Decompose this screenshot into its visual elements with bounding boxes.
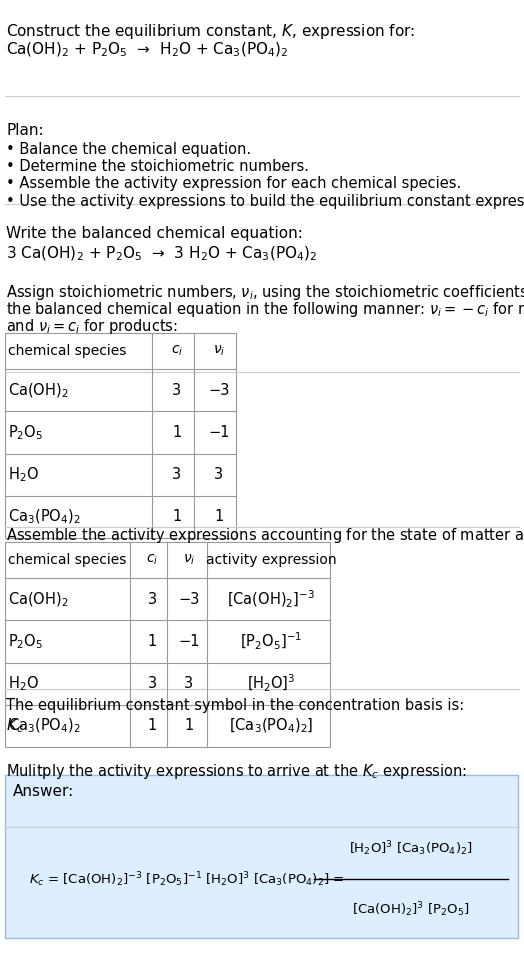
Text: 3: 3: [184, 676, 193, 691]
Text: [P$_2$O$_5$]$^{-1}$: [P$_2$O$_5$]$^{-1}$: [240, 631, 302, 652]
Text: 1: 1: [184, 718, 193, 734]
Text: activity expression: activity expression: [206, 553, 336, 567]
Text: 3: 3: [148, 676, 157, 691]
Text: 1: 1: [148, 634, 157, 649]
Text: Write the balanced chemical equation:: Write the balanced chemical equation:: [6, 226, 303, 242]
Text: Assign stoichiometric numbers, $\nu_i$, using the stoichiometric coefficients, $: Assign stoichiometric numbers, $\nu_i$, …: [6, 283, 524, 302]
Text: Ca$_3$(PO$_4$)$_2$: Ca$_3$(PO$_4$)$_2$: [8, 716, 81, 736]
Text: 3 Ca(OH)$_2$ + P$_2$O$_5$  →  3 H$_2$O + Ca$_3$(PO$_4$)$_2$: 3 Ca(OH)$_2$ + P$_2$O$_5$ → 3 H$_2$O + C…: [6, 245, 318, 263]
Text: [Ca$_3$(PO$_4$)$_2$]: [Ca$_3$(PO$_4$)$_2$]: [229, 716, 313, 736]
Text: −1: −1: [178, 634, 200, 649]
Text: −1: −1: [208, 425, 230, 440]
Text: P$_2$O$_5$: P$_2$O$_5$: [8, 632, 43, 651]
Text: −3: −3: [178, 592, 200, 607]
Text: Ca(OH)$_2$: Ca(OH)$_2$: [8, 590, 69, 609]
Text: Plan:: Plan:: [6, 123, 44, 138]
Text: $K_c$: $K_c$: [6, 716, 24, 735]
Text: Ca(OH)$_2$ + P$_2$O$_5$  →  H$_2$O + Ca$_3$(PO$_4$)$_2$: Ca(OH)$_2$ + P$_2$O$_5$ → H$_2$O + Ca$_3…: [6, 40, 289, 58]
Text: Construct the equilibrium constant, $K$, expression for:: Construct the equilibrium constant, $K$,…: [6, 22, 416, 41]
Text: 3: 3: [172, 467, 181, 482]
Text: 1: 1: [214, 509, 223, 525]
Text: $c_i$: $c_i$: [146, 552, 158, 568]
Text: • Determine the stoichiometric numbers.: • Determine the stoichiometric numbers.: [6, 159, 309, 175]
Text: Ca(OH)$_2$: Ca(OH)$_2$: [8, 381, 69, 400]
Text: the balanced chemical equation in the following manner: $\nu_i = -c_i$ for react: the balanced chemical equation in the fo…: [6, 300, 524, 319]
Text: 3: 3: [172, 383, 181, 398]
Text: The equilibrium constant symbol in the concentration basis is:: The equilibrium constant symbol in the c…: [6, 698, 465, 713]
Text: Mulitply the activity expressions to arrive at the $K_c$ expression:: Mulitply the activity expressions to arr…: [6, 762, 467, 782]
Text: chemical species: chemical species: [8, 553, 126, 567]
Text: −3: −3: [208, 383, 230, 398]
Text: 1: 1: [148, 718, 157, 734]
Text: Answer:: Answer:: [13, 784, 74, 800]
Text: $\nu_i$: $\nu_i$: [183, 552, 195, 568]
Text: [H$_2$O]$^3$ [Ca$_3$(PO$_4$)$_2$]: [H$_2$O]$^3$ [Ca$_3$(PO$_4$)$_2$]: [350, 839, 473, 858]
Text: Ca$_3$(PO$_4$)$_2$: Ca$_3$(PO$_4$)$_2$: [8, 507, 81, 526]
Text: 1: 1: [172, 509, 181, 525]
Text: $c_i$: $c_i$: [171, 343, 183, 359]
Text: $K_c$ = [Ca(OH)$_2$]$^{-3}$ [P$_2$O$_5$]$^{-1}$ [H$_2$O]$^3$ [Ca$_3$(PO$_4$)$_2$: $K_c$ = [Ca(OH)$_2$]$^{-3}$ [P$_2$O$_5$]…: [29, 870, 344, 889]
Text: Assemble the activity expressions accounting for the state of matter and $\nu_i$: Assemble the activity expressions accoun…: [6, 526, 524, 545]
Text: 3: 3: [214, 467, 223, 482]
Text: P$_2$O$_5$: P$_2$O$_5$: [8, 423, 43, 442]
Text: • Use the activity expressions to build the equilibrium constant expression.: • Use the activity expressions to build …: [6, 194, 524, 209]
FancyBboxPatch shape: [5, 542, 330, 747]
Text: H$_2$O: H$_2$O: [8, 465, 39, 484]
Text: [Ca(OH)$_2$]$^3$ [P$_2$O$_5$]: [Ca(OH)$_2$]$^3$ [P$_2$O$_5$]: [353, 901, 470, 920]
Text: [Ca(OH)$_2$]$^{-3}$: [Ca(OH)$_2$]$^{-3}$: [227, 589, 315, 610]
Text: • Balance the chemical equation.: • Balance the chemical equation.: [6, 142, 252, 157]
Text: 1: 1: [172, 425, 181, 440]
Text: 3: 3: [148, 592, 157, 607]
Text: H$_2$O: H$_2$O: [8, 674, 39, 693]
Text: and $\nu_i = c_i$ for products:: and $\nu_i = c_i$ for products:: [6, 317, 178, 337]
FancyBboxPatch shape: [5, 775, 518, 938]
Text: chemical species: chemical species: [8, 344, 126, 358]
Text: • Assemble the activity expression for each chemical species.: • Assemble the activity expression for e…: [6, 176, 462, 192]
FancyBboxPatch shape: [5, 333, 236, 538]
Text: [H$_2$O]$^3$: [H$_2$O]$^3$: [247, 673, 296, 694]
Text: $\nu_i$: $\nu_i$: [213, 343, 225, 359]
